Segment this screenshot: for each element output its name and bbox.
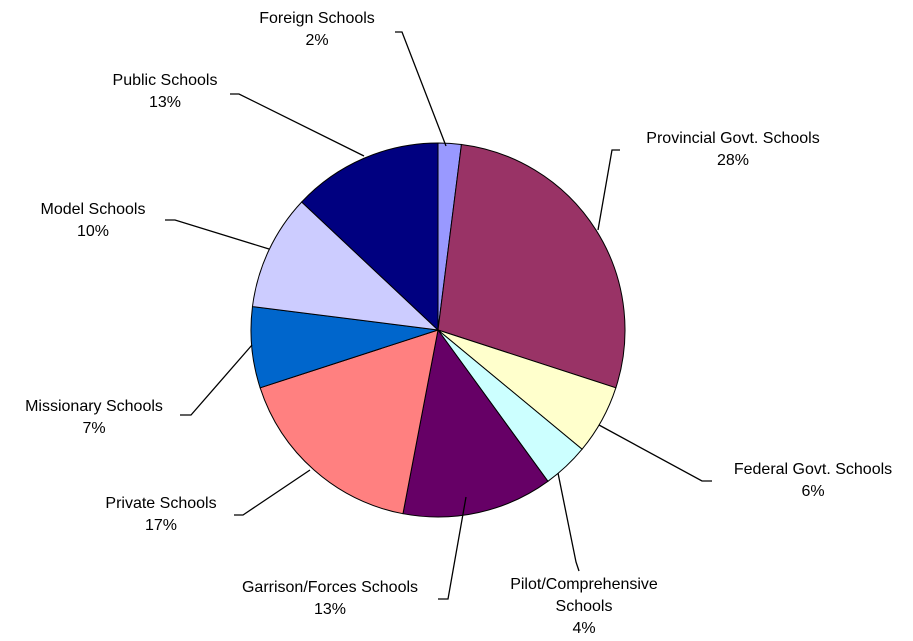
slice-category-label-8: Public Schools [113, 72, 218, 89]
pie-slice-5 [259, 329, 439, 515]
slice-category-label-3: Schools [556, 598, 613, 615]
slice-percent-label-8: 13% [149, 94, 181, 111]
slice-percent-label-2: 6% [801, 483, 824, 500]
slice-category-label-6: Missionary Schools [25, 398, 163, 415]
slice-category-label-3: Pilot/Comprehensive [510, 576, 658, 593]
leader-line-3 [557, 472, 580, 572]
slice-percent-label-7: 10% [77, 223, 109, 240]
slice-category-label-1: Provincial Govt. Schools [646, 130, 819, 147]
slice-category-label-4: Garrison/Forces Schools [242, 579, 418, 596]
leader-lines [165, 31, 712, 600]
pie-slice-1 [437, 143, 626, 389]
slice-labels: Foreign Schools 2% Provincial Govt. School… [25, 10, 892, 637]
pie-slice-4 [402, 328, 549, 518]
slice-category-label-5: Private Schools [105, 495, 216, 512]
pie-slices [250, 142, 626, 518]
pie-slice-7 [251, 201, 440, 331]
leader-line-8 [230, 93, 365, 157]
leader-line-2 [598, 424, 712, 482]
slice-category-label-0: Foreign Schools [259, 10, 375, 27]
slice-percent-label-5: 17% [145, 517, 177, 534]
slice-percent-label-4: 13% [314, 601, 346, 618]
slice-category-label-2: Federal Govt. Schools [734, 461, 892, 478]
leader-line-7 [165, 219, 270, 250]
leader-line-4 [438, 496, 467, 600]
leader-line-1 [597, 149, 620, 231]
pie-slice-8 [300, 142, 439, 332]
slice-category-label-7: Model Schools [41, 201, 146, 218]
leader-line-6 [180, 344, 253, 416]
slice-percent-label-6: 7% [82, 420, 105, 437]
leader-line-0 [395, 31, 447, 147]
slice-percent-label-3: 4% [572, 620, 595, 637]
leader-line-5 [234, 469, 311, 516]
slice-percent-label-0: 2% [305, 32, 328, 49]
slice-percent-label-1: 28% [717, 152, 749, 169]
